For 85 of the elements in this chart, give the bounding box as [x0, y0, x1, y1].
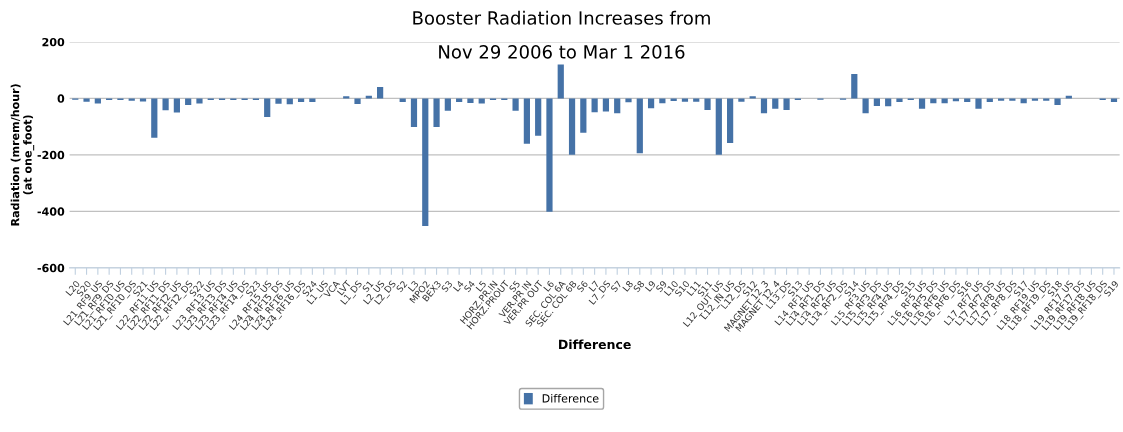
bar: [1110, 98, 1118, 103]
bar: [297, 98, 305, 103]
bar: [1031, 98, 1039, 101]
x-tick-label: L9: [644, 280, 657, 292]
bar: [377, 87, 384, 99]
bar: [693, 98, 700, 102]
bar: [975, 98, 982, 109]
bar: [930, 98, 937, 104]
bar: [760, 98, 768, 114]
chart-title: Booster Radiation Increases from Nov 29 2006 to Mar 1 2016: [413, 10, 710, 59]
bar: [1054, 98, 1061, 105]
bar: [286, 98, 293, 105]
bar: [1009, 98, 1016, 101]
bar: [670, 98, 677, 101]
bar: [659, 98, 666, 104]
x-tick-label: S2: [395, 280, 408, 293]
bar: [851, 74, 858, 99]
bar: [986, 98, 993, 103]
bar: [738, 98, 745, 102]
bar: [354, 98, 361, 105]
bar: [1043, 98, 1050, 101]
bar: [715, 98, 722, 155]
bar: [546, 98, 553, 212]
x-axis-title: Difference: [559, 339, 631, 350]
bar: [139, 98, 147, 102]
bar: [410, 98, 418, 127]
bar: [309, 98, 316, 103]
bar: [625, 98, 632, 103]
x-tick-label: L8: [622, 280, 634, 292]
y-tick-label: -200: [37, 150, 65, 160]
bar: [422, 98, 429, 227]
bar: [591, 98, 598, 113]
bar: [964, 98, 971, 103]
bar: [896, 98, 903, 103]
bar: [162, 98, 169, 111]
y-axis-title: Radiation (mrem/hour) (at one_foot): [10, 84, 35, 226]
bar: [523, 98, 530, 144]
bar: [444, 98, 451, 111]
bar: [264, 98, 271, 118]
bar: [614, 98, 621, 114]
x-tick-label: S8: [632, 280, 645, 293]
x-tick-label: S3: [440, 280, 453, 293]
x-tick-label: S6: [576, 280, 589, 293]
bar: [399, 98, 406, 103]
legend-label: Difference: [542, 393, 599, 403]
bar: [873, 98, 880, 107]
bar: [173, 98, 180, 113]
bar: [783, 98, 790, 110]
bar: [467, 98, 474, 103]
bar: [602, 98, 610, 112]
bar: [535, 98, 542, 136]
bar: [772, 98, 779, 109]
bar: [478, 98, 485, 104]
y-tick-label: -400: [37, 207, 65, 216]
bar: [636, 98, 643, 154]
x-tick-label: S7: [610, 280, 623, 293]
bar: [128, 98, 135, 101]
bar: [681, 98, 689, 102]
bar: [512, 98, 519, 111]
bar: [151, 98, 158, 138]
bar: [952, 98, 960, 102]
bar: [185, 98, 192, 105]
x-tick-label: S5: [508, 280, 521, 293]
bar: [275, 98, 282, 104]
bar: [196, 98, 203, 104]
x-tick-label: L6: [543, 280, 555, 292]
bar: [568, 98, 576, 155]
bar: [862, 98, 869, 114]
bar: [885, 98, 892, 107]
y-tick-label: 200: [42, 37, 65, 47]
bar: [94, 98, 101, 104]
bar: [704, 98, 711, 110]
bar: [1020, 98, 1027, 104]
bar: [918, 98, 926, 109]
bar: [83, 98, 90, 102]
bar: [997, 98, 1005, 101]
y-tick-label: 0: [57, 94, 65, 103]
bar: [647, 98, 655, 109]
bar: [727, 98, 734, 144]
bar: [941, 98, 948, 104]
bar: [580, 98, 587, 133]
y-tick-label: -600: [37, 263, 65, 273]
bar: [456, 98, 463, 103]
bar: [557, 64, 564, 99]
bar: [433, 98, 440, 127]
